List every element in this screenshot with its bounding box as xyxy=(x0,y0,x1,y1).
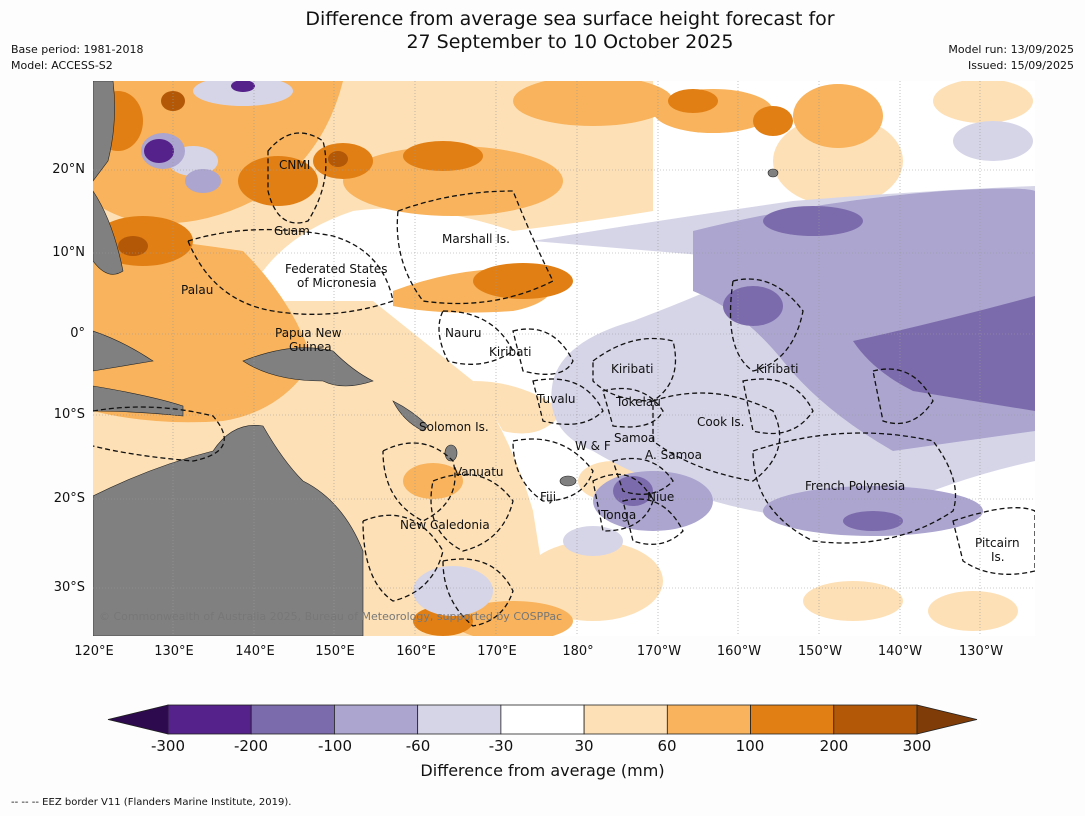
region-label-samoa: Samoa xyxy=(614,431,656,445)
eez-borders xyxy=(93,132,1035,627)
region-label-png-line1: Papua New xyxy=(275,326,342,340)
colorbar-tick-200: 200 xyxy=(819,737,849,755)
eez-legend-note: -- -- -- EEZ border V11 (Flanders Marine… xyxy=(11,797,292,808)
region-label-wallis-futuna: W & F xyxy=(575,439,611,453)
lat-label-10s: 10°S xyxy=(53,407,85,422)
lon-label-160e: 160°E xyxy=(396,644,436,659)
region-label-new-caledonia: New Caledonia xyxy=(400,518,490,532)
region-label-pitcairn-line2: Is. xyxy=(991,550,1005,564)
lon-label-150w: 150°W xyxy=(797,644,843,659)
title-line-2: 27 September to 10 October 2025 xyxy=(406,31,734,53)
colorbar-swatch xyxy=(666,704,751,735)
lon-label-160w: 160°W xyxy=(716,644,762,659)
region-label-kiribati-east: Kiribati xyxy=(756,362,799,376)
anomaly-100-200 xyxy=(93,89,793,636)
colorbar-tick-100: 100 xyxy=(735,737,765,755)
colorbar-extend-low xyxy=(107,704,169,735)
colorbar xyxy=(107,704,978,735)
region-label-fsm-line2: of Micronesia xyxy=(297,276,377,290)
lon-label-150e: 150°E xyxy=(315,644,355,659)
colorbar-swatch xyxy=(750,704,835,735)
base-info: Base period: 1981-2018 Model: ACCESS-S2 xyxy=(11,42,143,74)
colorbar-tick-30: 30 xyxy=(574,737,594,755)
colorbar-swatch xyxy=(500,704,585,735)
landmasses xyxy=(93,81,779,636)
region-label-american-samoa: A. Samoa xyxy=(645,448,702,462)
region-label-guam: Guam xyxy=(274,224,310,238)
region-label-tuvalu: Tuvalu xyxy=(537,392,576,406)
lon-label-130e: 130°E xyxy=(154,644,194,659)
region-label-palau: Palau xyxy=(181,283,214,297)
region-label-cnmi: CNMI xyxy=(279,158,311,172)
lat-label-0: 0° xyxy=(70,326,85,341)
colorbar-extend-high xyxy=(916,704,978,735)
colorbar-swatch xyxy=(417,704,502,735)
lat-label-20s: 20°S xyxy=(53,491,85,506)
issued-text: Issued: 15/09/2025 xyxy=(967,59,1074,72)
region-label-vanuatu: Vanuatu xyxy=(454,465,504,479)
map-graphic xyxy=(93,81,1035,636)
lat-label-10n: 10°N xyxy=(52,245,85,260)
anomaly-neg200-300 xyxy=(144,81,255,163)
lon-label-130w: 130°W xyxy=(958,644,1004,659)
lon-label-140e: 140°E xyxy=(235,644,275,659)
region-label-kiribati-west: Kiribati xyxy=(489,345,532,359)
anomaly-neg100-200 xyxy=(613,206,1035,531)
region-label-french-polynesia: French Polynesia xyxy=(805,479,906,493)
colorbar-swatch xyxy=(583,704,668,735)
lon-label-180: 180° xyxy=(562,644,594,659)
colorbar-swatch xyxy=(334,704,419,735)
lon-label-120e: 120°E xyxy=(74,644,114,659)
map-title: Difference from average sea surface heig… xyxy=(0,8,1085,54)
lon-label-170w: 170°W xyxy=(636,644,682,659)
colorbar-tick-neg200: -200 xyxy=(233,737,269,755)
colorbar-tick-neg300: -300 xyxy=(150,737,186,755)
region-label-tokelau: Tokelau xyxy=(616,395,661,409)
run-info: Model run: 13/09/2025 Issued: 15/09/2025 xyxy=(948,42,1074,74)
region-label-fsm-line1: Federated States xyxy=(285,262,388,276)
region-label-tonga: Tonga xyxy=(601,508,637,522)
title-line-1: Difference from average sea surface heig… xyxy=(305,8,835,30)
colorbar-swatch xyxy=(833,704,918,735)
region-label-png-line2: Guinea xyxy=(289,340,332,354)
region-label-niue: Niue xyxy=(647,490,675,504)
region-label-pitcairn-line1: Pitcairn xyxy=(975,536,1020,550)
colorbar-tick-60: 60 xyxy=(657,737,677,755)
sea-level-map xyxy=(93,81,1035,636)
lon-label-170e: 170°E xyxy=(477,644,517,659)
colorbar-tick-300: 300 xyxy=(902,737,932,755)
colorbar-tick-neg30: -30 xyxy=(488,737,514,755)
colorbar-title: Difference from average (mm) xyxy=(420,761,665,780)
copyright-notice: © Commonwealth of Australia 2025, Bureau… xyxy=(99,610,563,623)
region-label-kiribati-central: Kiribati xyxy=(611,362,654,376)
colorbar-swatch xyxy=(167,704,252,735)
region-label-solomon: Solomon Is. xyxy=(419,420,489,434)
anomaly-200-300 xyxy=(118,91,348,256)
colorbar-tick-neg60: -60 xyxy=(405,737,431,755)
colorbar-tick-neg100: -100 xyxy=(317,737,353,755)
region-label-marshall: Marshall Is. xyxy=(442,232,510,246)
lon-label-140w: 140°W xyxy=(877,644,923,659)
lat-label-20n: 20°N xyxy=(52,162,85,177)
base-period-text: Base period: 1981-2018 xyxy=(11,43,144,56)
lat-label-30s: 30°S xyxy=(53,580,85,595)
model-run-text: Model run: 13/09/2025 xyxy=(948,43,1074,56)
region-label-cook: Cook Is. xyxy=(697,415,745,429)
colorbar-swatches xyxy=(107,704,978,735)
anomaly-60-100 xyxy=(93,81,883,636)
colorbar-swatch xyxy=(250,704,335,735)
region-label-fiji: Fiji xyxy=(540,490,557,504)
model-text: Model: ACCESS-S2 xyxy=(11,59,113,72)
region-label-nauru: Nauru xyxy=(445,326,482,340)
